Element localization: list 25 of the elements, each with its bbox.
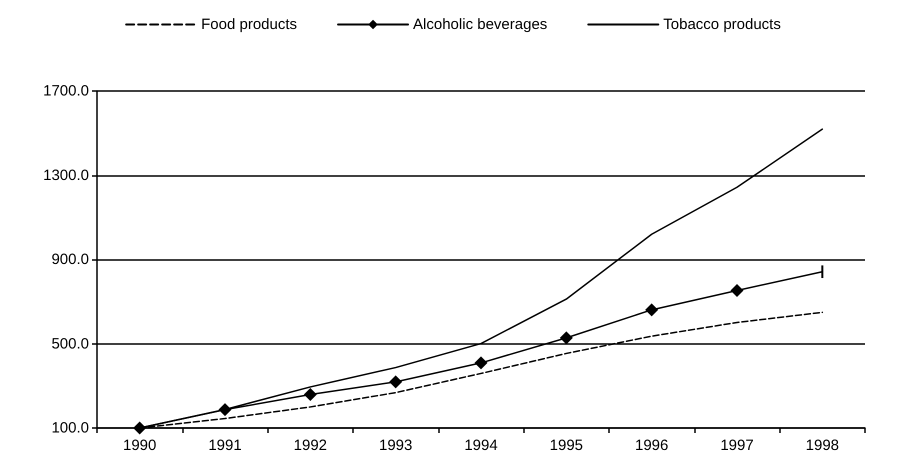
point xyxy=(730,284,744,297)
point xyxy=(218,403,232,416)
point xyxy=(645,303,658,316)
point xyxy=(304,388,317,402)
x-tick-label: 1991 xyxy=(208,437,242,454)
y-tick-label: 100.0 xyxy=(51,420,89,436)
y-tick-label: 900.0 xyxy=(51,251,89,268)
y-tick-label: 1300.0 xyxy=(43,166,89,184)
x-tick-label: 1992 xyxy=(294,437,328,454)
x-tick-label: 1996 xyxy=(634,437,668,454)
x-tick-label: 1997 xyxy=(720,437,754,454)
legend-label: Food products xyxy=(201,16,298,33)
point xyxy=(133,422,146,434)
point xyxy=(389,375,402,388)
legend-label: Tobacco products xyxy=(663,16,781,33)
x-tick-label: 1993 xyxy=(378,437,412,454)
x-tick-label: 1994 xyxy=(464,437,498,454)
x-tick-label: 1995 xyxy=(550,437,584,454)
y-tick-label: 500.0 xyxy=(51,335,89,352)
point xyxy=(474,356,488,370)
x-tick-label: 1990 xyxy=(122,437,156,454)
y-tick-label: 1700.0 xyxy=(43,82,89,100)
x-tick-label: 1998 xyxy=(806,437,840,454)
legend-label: Alcoholic beverages xyxy=(413,16,548,33)
point xyxy=(560,331,573,344)
